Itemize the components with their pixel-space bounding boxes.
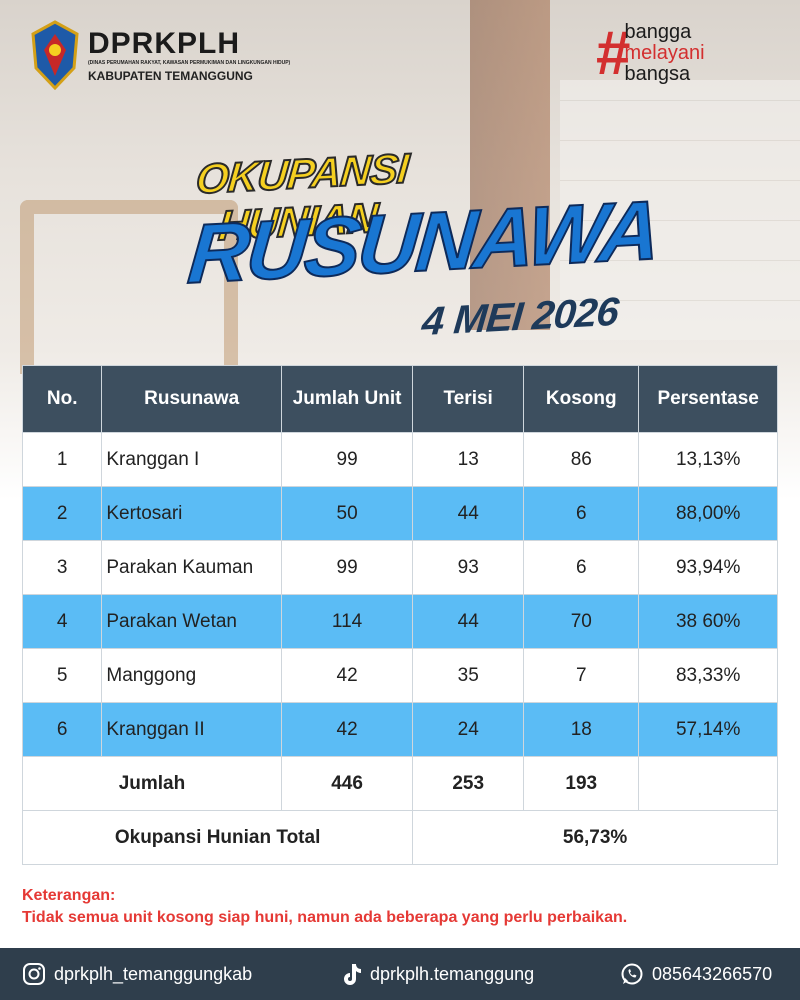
table-cell: 42 bbox=[280, 648, 414, 703]
table-cell: 6 bbox=[21, 702, 103, 757]
tagline-word: melayani bbox=[624, 42, 705, 64]
tiled-wall bbox=[560, 80, 800, 340]
org-full-name: (DINAS PERUMAHAN RAKYAT, KAWASAN PERMUKI… bbox=[88, 59, 291, 66]
table-cell: 70 bbox=[523, 594, 640, 649]
total-value: 253 bbox=[412, 756, 525, 811]
instagram-handle: dprkplh_temanggungkab bbox=[54, 963, 253, 984]
column-header: No. bbox=[21, 365, 103, 433]
note: Keterangan: Tidak semua unit kosong siap… bbox=[22, 885, 627, 929]
table-cell: 88,00% bbox=[638, 486, 778, 541]
table-cell: 6 bbox=[523, 486, 640, 541]
table-cell: 114 bbox=[280, 594, 414, 649]
occupancy-label: Okupansi Hunian Total bbox=[21, 810, 414, 865]
org-block: DPRKPLH (DINAS PERUMAHAN RAKYAT, KAWASAN… bbox=[88, 26, 291, 83]
table-row: 5 Manggong 42 35 7 83,33% bbox=[21, 648, 778, 703]
column-header: Rusunawa bbox=[101, 365, 282, 433]
table-cell: 44 bbox=[412, 594, 525, 649]
table-cell: 1 bbox=[21, 432, 103, 487]
instagram: dprkplh_temanggungkab bbox=[22, 962, 252, 986]
total-value: 446 bbox=[280, 756, 414, 811]
tagline-words: bangga melayani bangsa bbox=[624, 22, 704, 85]
table-cell: 35 bbox=[412, 648, 525, 703]
table-row: 1 Kranggan I 99 13 86 13,13% bbox=[21, 432, 778, 487]
table-row: 2 Kertosari 50 44 6 88,00% bbox=[21, 486, 778, 541]
table-cell: 93,94% bbox=[638, 540, 778, 595]
table-cell: 13,13% bbox=[638, 432, 778, 487]
table-row: 3 Parakan Kauman 99 93 6 93,94% bbox=[21, 540, 778, 595]
tiktok: dprkplh.temanggung bbox=[340, 962, 534, 986]
header: DPRKPLH (DINAS PERUMAHAN RAKYAT, KAWASAN… bbox=[30, 20, 290, 90]
whatsapp-icon bbox=[621, 963, 643, 985]
total-row: Jumlah 446 253 193 bbox=[22, 756, 778, 811]
footer: dprkplh_temanggungkab dprkplh.temanggung… bbox=[0, 948, 800, 1000]
table-cell: 13 bbox=[412, 432, 525, 487]
table-cell: 4 bbox=[21, 594, 103, 649]
region: KABUPATEN TEMANGGUNG bbox=[88, 68, 253, 83]
table-cell: 86 bbox=[523, 432, 640, 487]
table-cell: 24 bbox=[412, 702, 525, 757]
table-row: 4 Parakan Wetan 114 44 70 38 60% bbox=[21, 594, 778, 649]
table-cell: 44 bbox=[412, 486, 525, 541]
table-cell: Kranggan I bbox=[101, 432, 282, 487]
org-name: DPRKPLH bbox=[88, 26, 241, 60]
occupancy-row: Okupansi Hunian Total 56,73% bbox=[21, 810, 778, 865]
tagline-hash: # bbox=[596, 18, 631, 88]
table-cell: 2 bbox=[21, 486, 103, 541]
table-cell: 42 bbox=[280, 702, 414, 757]
door bbox=[470, 0, 550, 330]
total-value: 193 bbox=[523, 756, 640, 811]
header-row: No. Rusunawa Jumlah Unit Terisi Kosong Persen… bbox=[21, 365, 778, 433]
table-cell: 18 bbox=[523, 702, 640, 757]
table-cell: 5 bbox=[21, 648, 103, 703]
table-cell: 7 bbox=[523, 648, 640, 703]
table-cell: 50 bbox=[280, 486, 414, 541]
table-cell: Manggong bbox=[101, 648, 282, 703]
table-body: 1 Kranggan I 99 13 86 13,13% 2 Kertosari 50 44 6 88… bbox=[21, 432, 778, 865]
column-header: Terisi bbox=[412, 365, 525, 433]
tagline: # bangga melayani bangsa bbox=[596, 22, 705, 85]
whatsapp-number: 085643266570 bbox=[652, 963, 773, 984]
table-cell: 99 bbox=[280, 540, 414, 595]
logo bbox=[31, 20, 79, 90]
table-cell: 6 bbox=[523, 540, 640, 595]
occupancy-table: No. Rusunawa Jumlah Unit Terisi Kosong Persen… bbox=[21, 365, 778, 865]
table-cell: 93 bbox=[412, 540, 525, 595]
table-cell: Kertosari bbox=[101, 486, 282, 541]
instagram-icon bbox=[23, 963, 45, 985]
table-cell: 38 60% bbox=[638, 594, 778, 649]
table-cell: Kranggan II bbox=[101, 702, 282, 757]
table-row: 6 Kranggan II 42 24 18 57,14% bbox=[21, 702, 778, 757]
table-cell: 99 bbox=[280, 432, 414, 487]
table-cell: 3 bbox=[21, 540, 103, 595]
table-cell: 83,33% bbox=[638, 648, 778, 703]
column-header: Persentase bbox=[638, 365, 778, 433]
tiktok-icon bbox=[344, 964, 361, 985]
column-header: Kosong bbox=[523, 365, 640, 433]
table-cell: Parakan Wetan bbox=[101, 594, 282, 649]
tiktok-handle: dprkplh.temanggung bbox=[370, 963, 535, 984]
column-header: Jumlah Unit bbox=[280, 365, 414, 433]
table-cell: Parakan Kauman bbox=[101, 540, 282, 595]
note-label: Keterangan: bbox=[22, 887, 116, 904]
chair bbox=[20, 200, 238, 374]
tagline-word: bangga bbox=[624, 21, 692, 43]
note-text: Tidak semua unit kosong siap huni, namun… bbox=[22, 909, 628, 926]
occupancy-value: 56,73% bbox=[412, 810, 778, 865]
whatsapp: 085643266570 bbox=[620, 962, 772, 986]
table-cell: 57,14% bbox=[638, 702, 778, 757]
total-label: Jumlah bbox=[22, 756, 282, 811]
empty-cell bbox=[638, 756, 778, 811]
tagline-word: bangsa bbox=[624, 63, 691, 85]
